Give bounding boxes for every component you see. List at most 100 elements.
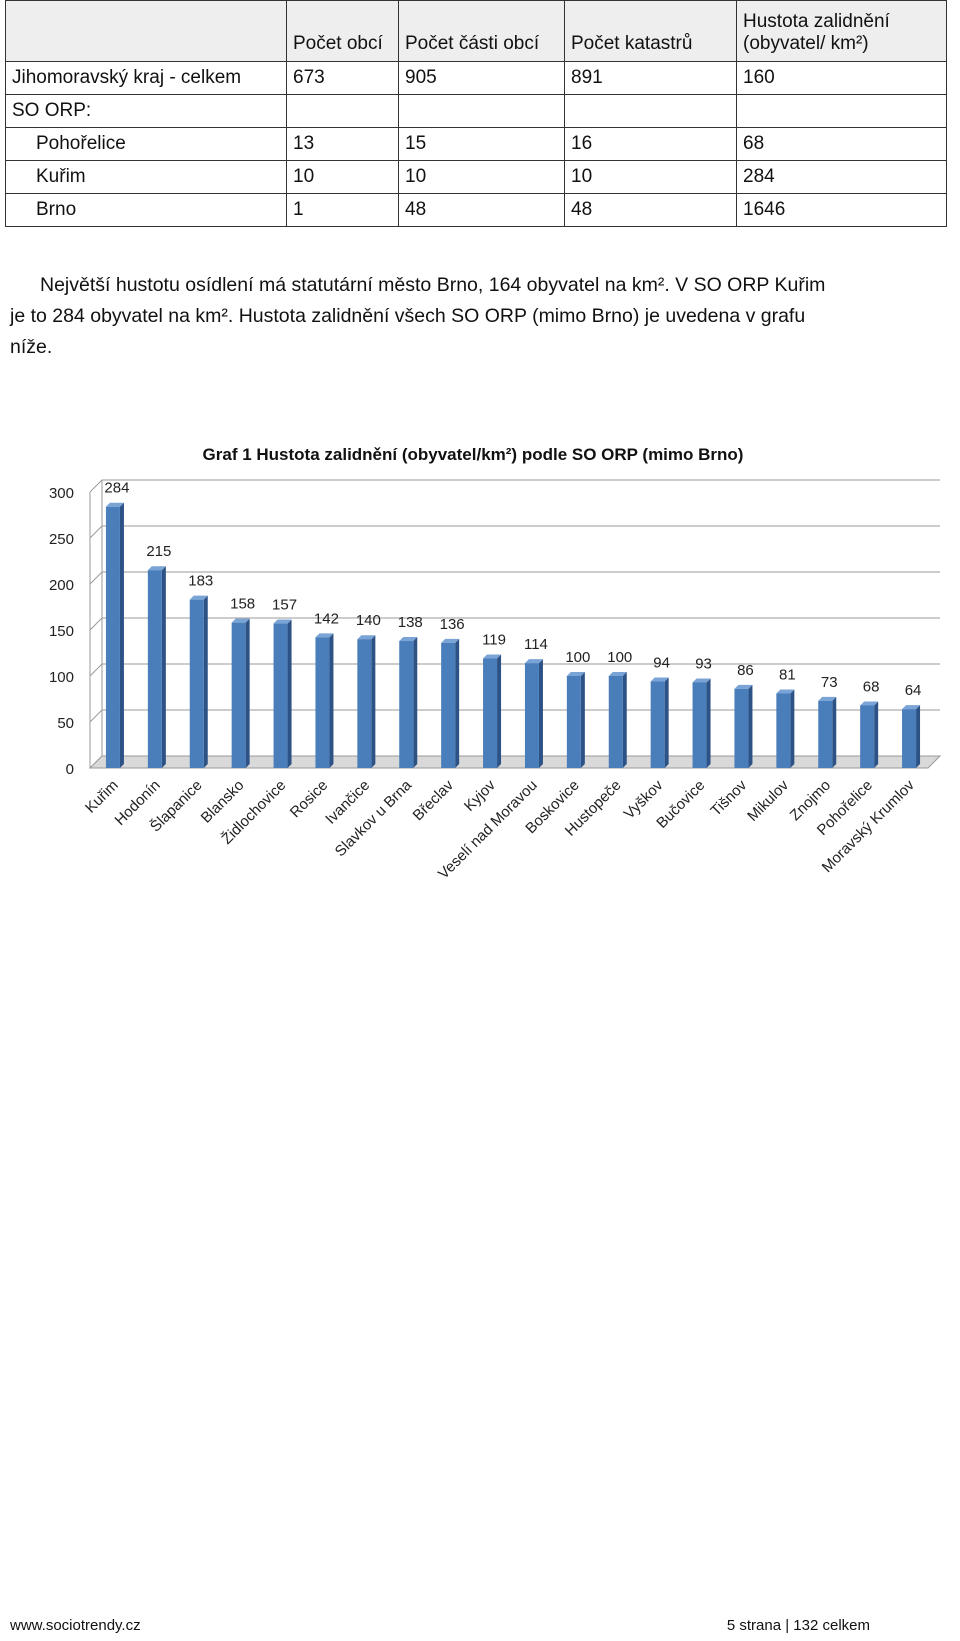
table-cell: 673 [286, 61, 399, 95]
bar [524, 663, 539, 768]
bar [231, 622, 246, 768]
bar-side [622, 672, 627, 768]
table-cell [736, 94, 947, 128]
table-cell: 16 [564, 127, 737, 161]
bar [483, 658, 498, 768]
bar [860, 705, 875, 768]
category-label: Břeclav [410, 776, 458, 824]
bar-side [916, 705, 921, 768]
data-label: 94 [653, 655, 670, 672]
bar-top [273, 619, 292, 624]
data-label: 136 [440, 616, 465, 633]
data-label: 68 [863, 678, 880, 695]
body-paragraph: Největší hustotu osídlení má statutární … [10, 270, 945, 363]
gridline [89, 479, 940, 493]
bar-top [231, 618, 250, 623]
table-header-cell: Hustota zalidnění (obyvatel/ km²) [736, 0, 947, 62]
gridline [89, 571, 940, 585]
paragraph-line: je to 284 obyvatel na km². Hustota zalid… [10, 305, 806, 327]
bar-top [315, 633, 334, 638]
data-label: 284 [104, 480, 129, 497]
bar [105, 506, 120, 768]
bar-top [147, 566, 166, 571]
bar-side [371, 635, 376, 768]
bar-side [413, 637, 418, 768]
table-cell: 1 [286, 193, 399, 227]
bar [399, 641, 414, 768]
bar-top [860, 701, 879, 706]
table-cell: 15 [398, 127, 565, 161]
bar-side [119, 502, 124, 768]
table-header-cell: Počet katastrů [564, 0, 737, 62]
table-header-row: Počet obcí Počet části obcí Počet katast… [5, 0, 947, 62]
table-cell: Brno [5, 193, 287, 227]
table-cell [564, 94, 737, 128]
bar-top [650, 677, 669, 682]
table-row: SO ORP: [5, 94, 947, 128]
bar [692, 682, 707, 768]
data-label: 157 [272, 597, 297, 614]
gridline [89, 663, 940, 677]
category-label: Slavkov u Brna [332, 776, 416, 860]
table-cell: 284 [736, 160, 947, 194]
bar [273, 623, 288, 768]
table-cell: 891 [564, 61, 737, 95]
bar-top [524, 659, 543, 664]
bar-side [832, 696, 837, 768]
table-cell: 10 [398, 160, 565, 194]
bar [441, 642, 456, 768]
table-cell: 10 [564, 160, 737, 194]
bar-top [902, 705, 921, 710]
table-cell: 13 [286, 127, 399, 161]
table-row: Kuřim 10 10 10 284 [5, 160, 947, 194]
y-tick-label: 50 [57, 715, 74, 732]
y-tick-label: 150 [49, 623, 74, 640]
data-label: 140 [356, 612, 381, 629]
category-label: Kyjov [461, 776, 499, 814]
bar-side [161, 566, 166, 768]
statistics-table: Počet obcí Počet části obcí Počet katast… [5, 0, 947, 227]
data-label: 86 [737, 662, 754, 679]
paragraph-line: Největší hustotu osídlení má statutární … [40, 274, 826, 296]
data-label: 119 [482, 632, 506, 649]
bar [608, 676, 623, 768]
chart-title: Graf 1 Hustota zalidnění (obyvatel/km²) … [203, 445, 744, 464]
data-label: 100 [565, 649, 590, 666]
bar [818, 700, 833, 768]
table-cell [286, 94, 399, 128]
gridline [89, 617, 940, 631]
table-cell: 48 [398, 193, 565, 227]
bar-side [287, 619, 292, 768]
table-cell: Pohořelice [5, 127, 287, 161]
bar [147, 570, 162, 768]
table-cell: 160 [736, 61, 947, 95]
table-cell: 905 [398, 61, 565, 95]
bar-side [748, 684, 753, 768]
bar-side [329, 633, 334, 768]
bar [357, 639, 372, 768]
bar-side [664, 677, 669, 768]
bar-top [483, 654, 502, 659]
data-label: 215 [146, 543, 171, 560]
data-label: 93 [695, 655, 712, 672]
bar [189, 599, 204, 768]
table-cell: Kuřim [5, 160, 287, 194]
data-label: 138 [398, 614, 423, 631]
table-cell: SO ORP: [5, 94, 287, 128]
data-label: 114 [524, 636, 548, 653]
bar [315, 637, 330, 768]
chart-floor [88, 755, 942, 769]
table-row: Brno 1 48 48 1646 [5, 193, 947, 227]
bar-top [776, 689, 795, 694]
y-tick-label: 100 [49, 669, 74, 686]
footer-website: www.sociotrendy.cz [10, 1617, 141, 1634]
bar-top [441, 638, 460, 643]
table-cell: 1646 [736, 193, 947, 227]
data-label: 142 [314, 610, 339, 627]
paragraph-line: níže. [10, 336, 53, 358]
bar-side [874, 701, 879, 768]
bar-side [538, 659, 543, 768]
bar [902, 709, 917, 768]
table-cell: 68 [736, 127, 947, 161]
bar-top [566, 672, 585, 676]
